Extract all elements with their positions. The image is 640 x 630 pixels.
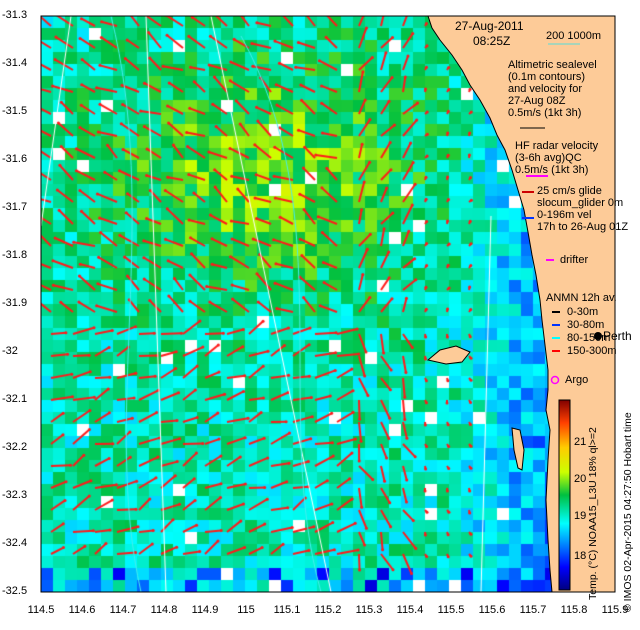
- hf-legend-1: (3-6h avg)QC: [515, 152, 582, 164]
- lat-tick-label: -31.5: [2, 105, 28, 117]
- lon-tick-label: 115: [237, 604, 255, 616]
- lat-tick-label: -31.8: [2, 249, 28, 261]
- glider-legend-0: 25 cm/s glide: [537, 185, 602, 197]
- lat-tick-label: -31.4: [2, 57, 28, 69]
- altimetry-legend-1: (0.1m contours): [508, 71, 586, 83]
- lat-tick-label: -32.4: [2, 537, 28, 549]
- anmn-legend-3: 150-300m: [567, 345, 617, 357]
- lat-tick-label: -32: [2, 345, 18, 357]
- colorbar-tick-20: 20: [574, 473, 587, 485]
- lon-tick-label: 114.8: [150, 604, 178, 616]
- colorbar-tick-21: 21: [574, 436, 587, 448]
- hf-legend-0: HF radar velocity: [515, 140, 599, 152]
- credit-text: © IMOS 02-Apr-2015 04:27:50 Hobart time: [622, 412, 634, 612]
- argo-icon: [550, 375, 560, 385]
- drifter-legend: drifter: [560, 254, 589, 266]
- perth-marker-icon: [594, 332, 602, 340]
- map-time: 08:25Z: [473, 34, 511, 48]
- anmn-title: ANMN 12h av.: [546, 292, 617, 304]
- colorbar-label: Temp. (°C) NOAA15_L3U 18% ql>=2: [587, 427, 599, 600]
- altimetry-legend-0: Altimetric sealevel: [508, 59, 597, 71]
- perth-label: Perth: [603, 329, 632, 343]
- lon-tick-label: 115.6: [478, 604, 506, 616]
- lat-tick-label: -31.9: [2, 297, 28, 309]
- glider-legend-3: 17h to 26-Aug 01Z: [537, 221, 629, 233]
- lat-tick-label: -31.6: [2, 153, 28, 165]
- plot-frame: [40, 15, 616, 593]
- lat-tick-label: -31.7: [2, 201, 28, 213]
- lat-tick-label: -32.5: [2, 585, 28, 597]
- altimetry-legend-4: 0.5m/s (1kt 3h): [508, 107, 582, 119]
- lat-tick-label: -32.2: [2, 441, 28, 453]
- rottnest-island: [426, 345, 471, 365]
- lon-tick-label: 115.1: [273, 604, 301, 616]
- lon-tick-label: 114.6: [68, 604, 96, 616]
- lon-tick-label: 115.4: [396, 604, 424, 616]
- altimetry-legend-2: and velocity for: [508, 83, 582, 95]
- anmn-legend-1: 30-80m: [567, 319, 605, 331]
- lon-tick-label: 114.7: [109, 604, 137, 616]
- lon-tick-label: 115.3: [355, 604, 383, 616]
- altimetry-legend-3: 27-Aug 08Z: [508, 95, 566, 107]
- lon-tick-label: 115.2: [314, 604, 342, 616]
- glider-legend-1: slocum_glider 0m: [537, 197, 624, 209]
- map-date: 27-Aug-2011: [455, 19, 524, 33]
- lon-tick-label: 115.5: [437, 604, 465, 616]
- hf-legend-2: 0.5m/s (1kt 3h): [515, 164, 589, 176]
- colorbar-tick-19: 19: [574, 510, 587, 522]
- colorbar: [558, 399, 571, 591]
- lon-tick-label: 115.9: [601, 604, 629, 616]
- garden-island: [511, 427, 525, 471]
- lon-tick-label: 114.9: [191, 604, 219, 616]
- lon-tick-label: 115.7: [519, 604, 547, 616]
- lon-tick-label: 115.8: [560, 604, 588, 616]
- lat-tick-label: -32.1: [2, 393, 28, 405]
- scale-label: 200 1000m: [546, 30, 602, 42]
- anmn-legend-0: 0-30m: [567, 306, 599, 318]
- lon-tick-label: 114.5: [27, 604, 55, 616]
- argo-legend: Argo: [565, 374, 589, 386]
- glider-legend-2: 0-196m vel: [537, 209, 592, 221]
- lat-tick-label: -31.3: [2, 9, 28, 21]
- colorbar-tick-18: 18: [574, 550, 587, 562]
- anmn-legend-2: 80-150m: [567, 332, 611, 344]
- lat-tick-label: -32.3: [2, 489, 28, 501]
